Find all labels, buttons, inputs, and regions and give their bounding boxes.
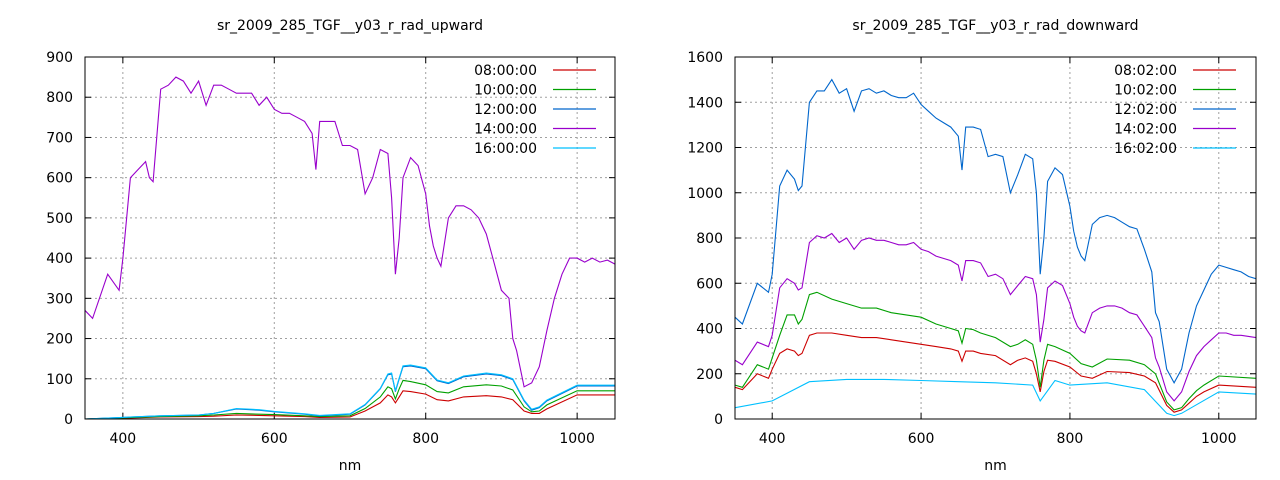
legend-label: 16:00:00: [474, 141, 537, 157]
x-axis-label: nm: [984, 458, 1007, 474]
y-tick-label: 0: [714, 412, 723, 428]
y-tick-label: 1000: [687, 186, 723, 202]
x-tick-label: 1000: [1201, 431, 1237, 447]
y-tick-label: 700: [46, 130, 73, 146]
plot-frame: [84, 56, 616, 420]
series-line-16-02-00: [735, 378, 1256, 417]
x-tick-label: 600: [261, 431, 288, 447]
legend-label: 14:02:00: [1114, 122, 1177, 138]
plot-frame: [734, 56, 1257, 420]
legend-label: 14:00:00: [474, 122, 537, 138]
chart-1: sr_2009_285_TGF__y03_r_rad_upward 0 100 200…: [46, 18, 616, 474]
series-line-08-02-00: [735, 332, 1256, 413]
x-tick-label: 800: [412, 431, 439, 447]
y-tick-label: 800: [46, 90, 73, 106]
series-line-16-00-00: [85, 364, 615, 419]
y-tick-label: 1600: [687, 50, 723, 66]
chart-2: sr_2009_285_TGF__y03_r_rad_downward 0 200 4…: [687, 18, 1257, 474]
y-tick-label: 1400: [687, 95, 723, 111]
legend-label: 12:00:00: [474, 102, 537, 118]
series-line-14-00-00: [85, 76, 615, 388]
y-tick-label: 1200: [687, 141, 723, 157]
y-tick-label: 500: [46, 211, 73, 227]
y-tick-label: 900: [46, 50, 73, 66]
y-tick-label: 600: [696, 276, 723, 292]
y-tick-label: 800: [696, 231, 723, 247]
y-tick-label: 200: [46, 332, 73, 348]
y-tick-label: 400: [696, 322, 723, 338]
legend-label: 08:02:00: [1114, 63, 1177, 79]
chart-title: sr_2009_285_TGF__y03_r_rad_downward: [852, 18, 1138, 34]
x-tick-label: 1000: [559, 431, 595, 447]
series-line-12-02-00: [735, 78, 1256, 384]
x-axis-label: nm: [339, 458, 362, 474]
x-tick-label: 800: [1057, 431, 1084, 447]
legend-label: 08:00:00: [474, 63, 537, 79]
series-line-08-00-00: [85, 390, 615, 419]
x-tick-label: 400: [109, 431, 136, 447]
series-line-14-02-00: [735, 232, 1256, 402]
y-tick-label: 600: [46, 171, 73, 187]
y-tick-label: 400: [46, 251, 73, 267]
legend-label: 12:02:00: [1114, 102, 1177, 118]
y-tick-label: 300: [46, 291, 73, 307]
y-tick-label: 100: [46, 372, 73, 388]
legend-label: 10:00:00: [474, 83, 537, 99]
y-tick-label: 0: [64, 412, 73, 428]
series-line-10-02-00: [735, 291, 1256, 411]
legend-label: 16:02:00: [1114, 141, 1177, 157]
legend-label: 10:02:00: [1114, 83, 1177, 99]
y-tick-label: 200: [696, 367, 723, 383]
x-tick-label: 400: [759, 431, 786, 447]
series-line-10-00-00: [85, 379, 615, 419]
chart-title: sr_2009_285_TGF__y03_r_rad_upward: [217, 18, 483, 34]
x-tick-label: 600: [908, 431, 935, 447]
